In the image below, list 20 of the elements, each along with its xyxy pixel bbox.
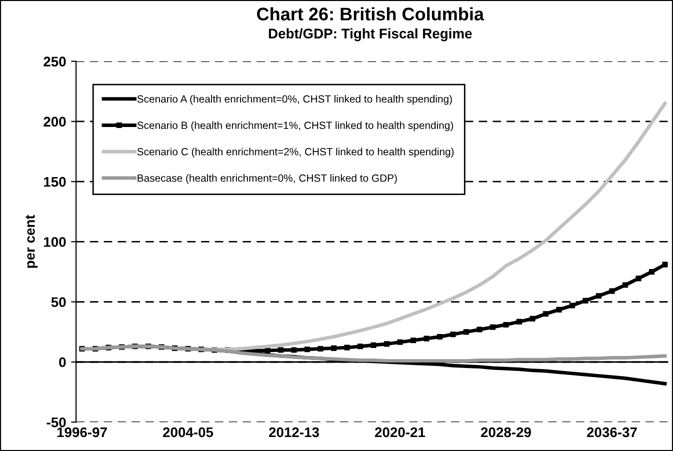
y-tick-label: 100	[44, 237, 66, 247]
y-tick-label: 150	[44, 176, 66, 187]
x-tick-label: 2004-05	[163, 427, 214, 438]
chart-subtitle: Debt/GDP: Tight Fiscal Regime	[268, 28, 472, 42]
x-tick-label: 2028-29	[480, 427, 531, 438]
x-tick-label: 2012-13	[269, 427, 319, 438]
chart-title: Chart 26: British Columbia	[257, 7, 484, 20]
y-tick-label: 250	[44, 56, 66, 67]
x-tick-label: 1996-97	[57, 427, 107, 438]
y-tick-label: -50	[46, 417, 66, 428]
y-tick-label: 0	[59, 357, 66, 368]
y-tick-label: 50	[51, 297, 66, 308]
x-tick-label: 2020-21	[374, 427, 426, 438]
legend-label: Basecase (health enrichment=0%, CHST linked to GDP)	[138, 174, 397, 184]
legend-label: Scenario C (health enrichment=2%, CHST linked to health spending)	[137, 148, 454, 158]
legend-label: Scenario A (health enrichment=0%, CHST linked to health spending)	[137, 95, 452, 105]
x-tick-label: 2036-37	[586, 427, 637, 438]
y-tick-label: 200	[44, 116, 66, 127]
y-axis-title: per cent	[26, 214, 38, 268]
legend-label: Scenario B (health enrichment=1%, CHST linked to health spending)	[137, 121, 454, 132]
